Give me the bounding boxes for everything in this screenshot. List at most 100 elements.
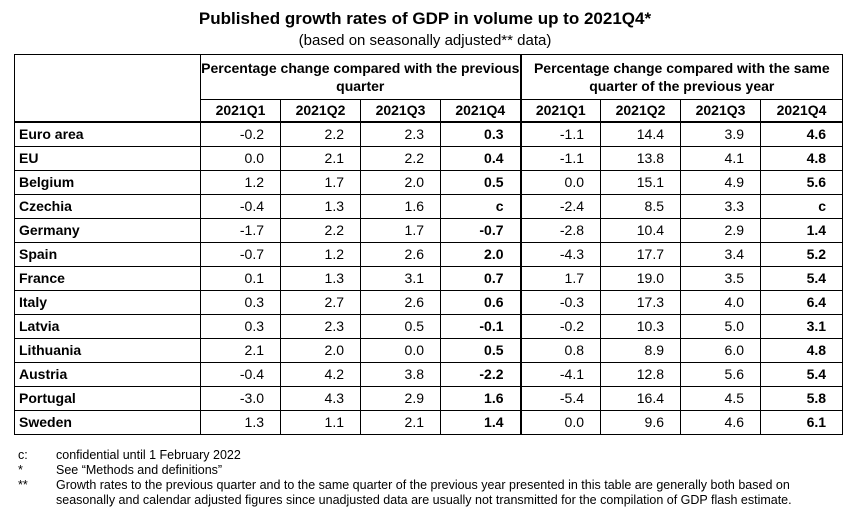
value-cell: -2.4 bbox=[519, 194, 602, 219]
table-row: Latvia 0.3 2.3 0.5 -0.1 -0.2 10.3 5.0 3.1 bbox=[14, 314, 844, 339]
value-cell: 12.8 bbox=[600, 362, 682, 387]
value-cell: 2.3 bbox=[360, 121, 441, 147]
value-cell: c bbox=[439, 194, 522, 219]
value-cell: 13.8 bbox=[600, 146, 682, 171]
value-cell: 2.9 bbox=[680, 218, 762, 243]
value-cell: 1.1 bbox=[280, 410, 361, 435]
value-cell: 5.4 bbox=[760, 266, 844, 291]
value-cell: -4.3 bbox=[519, 242, 602, 267]
table-row: Lithuania 2.1 2.0 0.0 0.5 0.8 8.9 6.0 4.8 bbox=[14, 338, 844, 363]
footnotes: c: confidential until 1 February 2022 * See… bbox=[18, 448, 848, 508]
quarter-header: 2021Q1 bbox=[519, 99, 602, 123]
value-cell: -0.7 bbox=[200, 242, 281, 267]
value-cell: 0.5 bbox=[360, 314, 441, 339]
value-cell: 10.4 bbox=[600, 218, 682, 243]
value-cell: 1.4 bbox=[760, 218, 844, 243]
table-row: Italy 0.3 2.7 2.6 0.6 -0.3 17.3 4.0 6.4 bbox=[14, 290, 844, 315]
value-cell: 3.4 bbox=[680, 242, 762, 267]
country-cell: Sweden bbox=[14, 410, 201, 435]
value-cell: 1.3 bbox=[280, 266, 361, 291]
value-cell: 3.5 bbox=[680, 266, 762, 291]
value-cell: 0.8 bbox=[519, 338, 602, 363]
value-cell: 5.8 bbox=[760, 386, 844, 411]
value-cell: 1.7 bbox=[280, 170, 361, 195]
value-cell: 0.7 bbox=[439, 266, 522, 291]
value-cell: -0.1 bbox=[439, 314, 522, 339]
value-cell: 0.0 bbox=[519, 170, 602, 195]
value-cell: 1.7 bbox=[519, 266, 602, 291]
value-cell: 6.1 bbox=[760, 410, 844, 435]
value-cell: -5.4 bbox=[519, 386, 602, 411]
value-cell: 0.0 bbox=[200, 146, 281, 171]
value-cell: -0.7 bbox=[439, 218, 522, 243]
value-cell: 0.3 bbox=[200, 290, 281, 315]
value-cell: 2.1 bbox=[200, 338, 281, 363]
quarter-header: 2021Q1 bbox=[200, 99, 281, 123]
table-row: Czechia -0.4 1.3 1.6 c -2.4 8.5 3.3 c bbox=[14, 194, 844, 219]
quarter-header-row: 2021Q1 2021Q2 2021Q3 2021Q4 2021Q1 2021Q2 2021… bbox=[15, 99, 844, 123]
value-cell: 1.2 bbox=[200, 170, 281, 195]
gdp-growth-table: Percentage change compared with the prev… bbox=[14, 54, 844, 435]
value-cell: 4.5 bbox=[680, 386, 762, 411]
value-cell: 3.1 bbox=[760, 314, 844, 339]
value-cell: 3.3 bbox=[680, 194, 762, 219]
value-cell: -0.4 bbox=[200, 362, 281, 387]
value-cell: 1.7 bbox=[360, 218, 441, 243]
value-cell: 17.3 bbox=[600, 290, 682, 315]
value-cell: 1.6 bbox=[439, 386, 522, 411]
value-cell: 1.3 bbox=[200, 410, 281, 435]
value-cell: 3.1 bbox=[360, 266, 441, 291]
country-cell: Austria bbox=[14, 362, 201, 387]
table-row: Sweden 1.3 1.1 2.1 1.4 0.0 9.6 4.6 6.1 bbox=[14, 410, 844, 435]
value-cell: 19.0 bbox=[600, 266, 682, 291]
value-cell: -0.3 bbox=[519, 290, 602, 315]
value-cell: 2.2 bbox=[280, 121, 361, 147]
value-cell: 5.4 bbox=[760, 362, 844, 387]
country-cell: Latvia bbox=[14, 314, 201, 339]
quarter-header: 2021Q2 bbox=[600, 99, 682, 123]
value-cell: 15.1 bbox=[600, 170, 682, 195]
value-cell: c bbox=[760, 194, 844, 219]
footnote-mark: ** bbox=[18, 478, 28, 492]
quarter-header: 2021Q2 bbox=[280, 99, 361, 123]
value-cell: 17.7 bbox=[600, 242, 682, 267]
footnote-text: See “Methods and definitions” bbox=[56, 463, 223, 477]
value-cell: 2.7 bbox=[280, 290, 361, 315]
country-cell: Spain bbox=[14, 242, 201, 267]
value-cell: 6.4 bbox=[760, 290, 844, 315]
value-cell: 2.2 bbox=[280, 218, 361, 243]
value-cell: 0.4 bbox=[439, 146, 522, 171]
quarter-header: 2021Q4 bbox=[760, 99, 844, 123]
table-row: EU 0.0 2.1 2.2 0.4 -1.1 13.8 4.1 4.8 bbox=[14, 146, 844, 171]
value-cell: -0.2 bbox=[519, 314, 602, 339]
footnote-text: Growth rates to the previous quarter and… bbox=[56, 478, 792, 507]
value-cell: 4.1 bbox=[680, 146, 762, 171]
footnote: c: confidential until 1 February 2022 bbox=[18, 448, 848, 463]
group-header-previous-year: Percentage change compared with the same… bbox=[519, 54, 844, 100]
value-cell: 1.6 bbox=[360, 194, 441, 219]
country-cell: Belgium bbox=[14, 170, 201, 195]
value-cell: -3.0 bbox=[200, 386, 281, 411]
value-cell: -1.1 bbox=[519, 121, 602, 147]
value-cell: 5.6 bbox=[680, 362, 762, 387]
value-cell: 4.6 bbox=[680, 410, 762, 435]
value-cell: 2.9 bbox=[360, 386, 441, 411]
value-cell: 1.3 bbox=[280, 194, 361, 219]
value-cell: 2.3 bbox=[280, 314, 361, 339]
value-cell: -0.2 bbox=[200, 121, 281, 147]
value-cell: -2.8 bbox=[519, 218, 602, 243]
value-cell: 4.8 bbox=[760, 338, 844, 363]
value-cell: 0.1 bbox=[200, 266, 281, 291]
table-row: Euro area -0.2 2.2 2.3 0.3 -1.1 14.4 3.9 4.6 bbox=[14, 121, 844, 147]
table-row: Germany -1.7 2.2 1.7 -0.7 -2.8 10.4 2.9 1.4 bbox=[14, 218, 844, 243]
value-cell: 0.0 bbox=[519, 410, 602, 435]
value-cell: 4.6 bbox=[760, 121, 844, 147]
value-cell: 6.0 bbox=[680, 338, 762, 363]
quarter-header: 2021Q4 bbox=[439, 99, 522, 123]
value-cell: 4.8 bbox=[760, 146, 844, 171]
value-cell: 4.9 bbox=[680, 170, 762, 195]
value-cell: 5.0 bbox=[680, 314, 762, 339]
value-cell: 0.5 bbox=[439, 170, 522, 195]
table-row: Austria -0.4 4.2 3.8 -2.2 -4.1 12.8 5.6 5.4 bbox=[14, 362, 844, 387]
value-cell: 0.5 bbox=[439, 338, 522, 363]
